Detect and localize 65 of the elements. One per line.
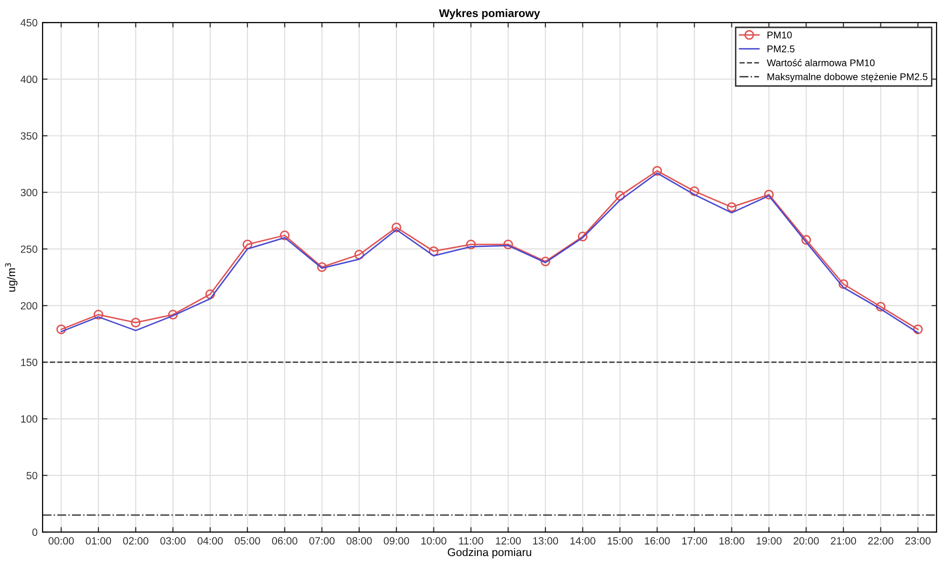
point [913,324,923,334]
y-tick-label: 300 [20,188,38,196]
point [578,232,588,242]
point [317,262,327,272]
point [280,230,290,240]
x-tick-label: 03:00 [160,537,186,545]
x-tick-label: 10:00 [421,537,446,545]
point [168,310,178,320]
point [726,202,737,212]
x-tick-label: 00:00 [48,537,74,545]
point [838,279,848,289]
point [540,256,550,266]
point [615,190,625,201]
legend-label: PM10 [768,32,792,38]
point [466,240,476,250]
x-tick-label: 05:00 [234,537,260,545]
x-tick-label: 13:00 [533,537,558,545]
y-tick-label: 450 [20,19,38,26]
point [354,250,364,260]
point [428,246,439,256]
x-tick-label: 19:00 [756,537,782,545]
y-tick-label: 200 [20,302,38,310]
x-tick-label: 14:00 [570,537,596,545]
x-tick-label: 01:00 [86,537,112,545]
point [205,289,216,300]
legend-label: Maksymalne dobowe stężenie PM2.5 [768,73,928,82]
point [130,318,141,328]
y-tick-label: 350 [20,132,38,140]
y-tick-label: 150 [21,358,38,366]
x-tick-label: 22:00 [868,537,894,545]
chart-title: Wykres pomiarowy [439,8,540,20]
y-tick-label: 100 [21,415,38,423]
x-tick-label: 23:00 [905,537,931,545]
point [764,190,774,200]
point [242,240,252,250]
x-tick-label: 11:00 [459,537,484,545]
x-tick-label: 15:00 [608,537,633,545]
legend-label: PM2.5 [768,45,794,52]
point [876,302,886,312]
x-tick-label: 21:00 [830,537,856,545]
x-tick-label: 06:00 [272,537,298,545]
x-tick-label: 08:00 [346,537,372,545]
y-tick-label: 0 [32,528,38,536]
point [94,310,104,320]
x-tick-label: 12:00 [496,537,521,545]
x-tick-label: 17:00 [682,537,708,545]
point [392,222,402,232]
x-tick-label: 18:00 [719,537,744,545]
x-tick-label: 04:00 [198,537,223,545]
y-tick-label: 250 [20,245,38,253]
point [503,240,514,250]
y-tick-label: 400 [20,76,38,84]
x-axis-title: Godzina pomiaru [448,548,532,558]
x-tick-label: 20:00 [794,537,819,545]
y-tick-label: 50 [26,472,38,480]
point [690,186,700,196]
x-tick-label: 09:00 [384,537,410,545]
point [801,235,812,245]
x-tick-label: 16:00 [644,537,670,545]
x-tick-label: 02:00 [123,537,148,545]
point [652,166,662,176]
x-tick-label: 07:00 [309,537,335,545]
point [56,324,66,334]
legend-label: Wartość alarmowa PM10 [766,59,875,66]
y-axis-title: ug/m$^{3}$ [5,263,18,292]
